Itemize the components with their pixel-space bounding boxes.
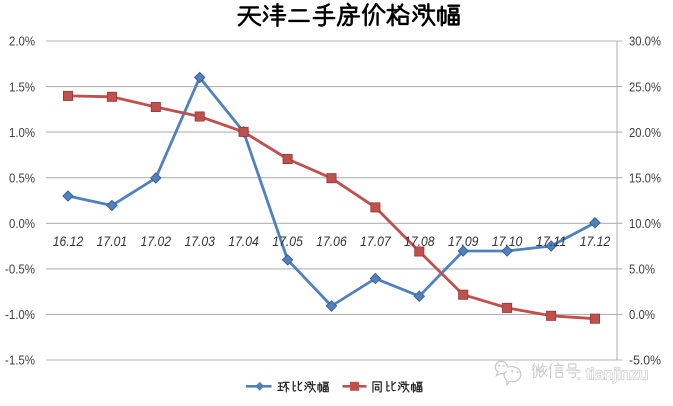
- svg-text:0.0%: 0.0%: [629, 307, 655, 322]
- svg-text:16.12: 16.12: [53, 234, 84, 250]
- svg-text:17.02: 17.02: [141, 234, 172, 250]
- svg-text:-5.0%: -5.0%: [629, 353, 661, 368]
- svg-text:-1.5%: -1.5%: [5, 353, 35, 368]
- svg-text:17.10: 17.10: [492, 234, 523, 250]
- svg-text:25.0%: 25.0%: [629, 79, 661, 94]
- svg-text:17.09: 17.09: [448, 234, 479, 250]
- svg-text:17.01: 17.01: [97, 234, 128, 250]
- svg-text:17.07: 17.07: [360, 234, 391, 250]
- svg-text:1.0%: 1.0%: [9, 125, 35, 140]
- svg-text:17.11: 17.11: [536, 234, 567, 250]
- svg-text:10.0%: 10.0%: [629, 216, 661, 231]
- svg-text:20.0%: 20.0%: [629, 125, 661, 140]
- svg-text:15.0%: 15.0%: [629, 170, 661, 185]
- svg-text:0.0%: 0.0%: [9, 216, 35, 231]
- svg-text:17.06: 17.06: [316, 234, 347, 250]
- svg-text:17.04: 17.04: [228, 234, 259, 250]
- svg-text:: tianjinzu: : tianjinzu: [577, 364, 649, 383]
- svg-text:17.08: 17.08: [404, 234, 435, 250]
- svg-text:1.5%: 1.5%: [9, 79, 35, 94]
- svg-text:-1.0%: -1.0%: [5, 307, 35, 322]
- svg-text:2.0%: 2.0%: [9, 34, 35, 49]
- svg-text:17.05: 17.05: [272, 234, 303, 250]
- svg-text:17.03: 17.03: [184, 234, 215, 250]
- svg-text:5.0%: 5.0%: [629, 262, 655, 277]
- svg-text:17.12: 17.12: [580, 234, 611, 250]
- svg-text:-0.5%: -0.5%: [5, 262, 35, 277]
- svg-text:30.0%: 30.0%: [629, 34, 661, 49]
- svg-text:0.5%: 0.5%: [9, 170, 35, 185]
